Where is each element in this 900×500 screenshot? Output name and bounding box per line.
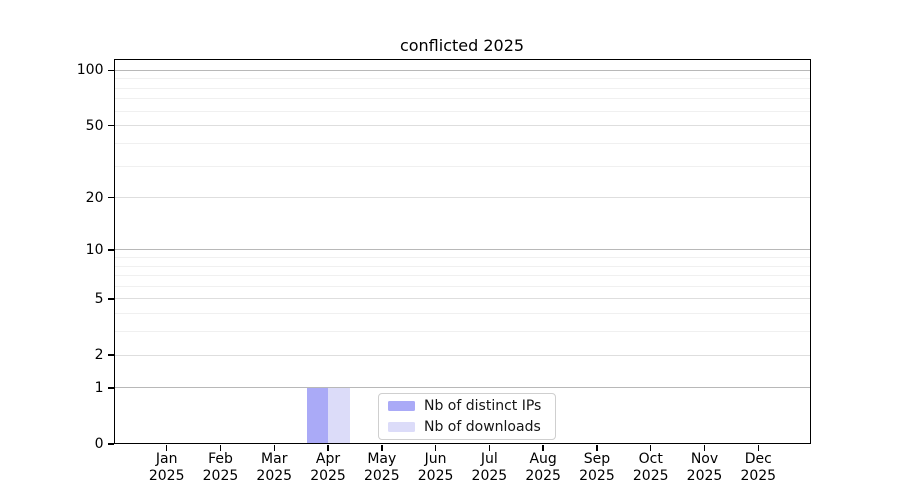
legend-item-distinct-ips: Nb of distinct IPs bbox=[388, 398, 555, 414]
y-tick-label: 0 bbox=[94, 436, 104, 452]
x-tick-month: Aug bbox=[529, 451, 557, 467]
legend-item-downloads: Nb of downloads bbox=[388, 419, 555, 435]
gridline-minor bbox=[113, 165, 811, 167]
plot-area bbox=[113, 58, 811, 444]
bar-downloads bbox=[328, 387, 350, 444]
x-tick-year: 2025 bbox=[525, 468, 561, 484]
x-tick-label: Feb 2025 bbox=[180, 451, 260, 485]
x-tick-label: Sep 2025 bbox=[557, 451, 637, 485]
x-tick-month: Jan bbox=[155, 451, 178, 467]
x-tick-month: Jun bbox=[424, 451, 447, 467]
x-tick-year: 2025 bbox=[471, 468, 508, 484]
x-tick-year: 2025 bbox=[256, 468, 293, 484]
x-tick bbox=[649, 445, 652, 451]
y-tick-label: 20 bbox=[85, 189, 104, 206]
y-tick bbox=[108, 298, 114, 300]
y-tick bbox=[108, 387, 114, 389]
x-tick-month: Feb bbox=[208, 451, 233, 467]
x-tick-year: 2025 bbox=[417, 468, 454, 484]
x-tick-month: Sep bbox=[583, 451, 611, 467]
gridline-minor bbox=[113, 275, 811, 277]
y-tick bbox=[108, 354, 114, 356]
y-tick-label: 5 bbox=[94, 290, 104, 307]
chart-title: conflicted 2025 bbox=[399, 36, 525, 55]
x-tick-month: Apr bbox=[315, 451, 341, 467]
x-tick-label: Apr 2025 bbox=[288, 451, 368, 485]
y-tick-label: 50 bbox=[85, 117, 104, 134]
gridline-mid bbox=[113, 298, 811, 300]
x-tick-year: 2025 bbox=[740, 468, 777, 484]
x-tick bbox=[165, 445, 168, 451]
gridline-mid bbox=[113, 197, 811, 199]
gridline-minor bbox=[113, 313, 811, 315]
y-tick bbox=[108, 249, 114, 251]
legend: Nb of distinct IPs Nb of downloads bbox=[378, 393, 556, 440]
x-tick bbox=[542, 445, 544, 451]
legend-label-distinct-ips: Nb of distinct IPs bbox=[424, 398, 542, 414]
x-tick bbox=[703, 445, 706, 451]
x-tick-label: Nov 2025 bbox=[665, 451, 745, 485]
x-tick-month: Jul bbox=[480, 451, 498, 467]
y-tick-label: 100 bbox=[76, 62, 104, 79]
x-tick-label: May 2025 bbox=[342, 451, 422, 485]
gridline-minor bbox=[113, 78, 811, 80]
x-tick-year: 2025 bbox=[310, 468, 346, 484]
x-tick bbox=[273, 445, 275, 451]
gridline-minor bbox=[113, 98, 811, 100]
x-tick-label: Oct 2025 bbox=[611, 451, 691, 485]
gridline-minor bbox=[113, 285, 811, 287]
legend-label-downloads: Nb of downloads bbox=[424, 419, 541, 435]
gridline-minor bbox=[113, 257, 811, 259]
legend-swatch-downloads-icon bbox=[388, 422, 415, 432]
x-tick-month: Mar bbox=[261, 451, 288, 467]
gridline-decade bbox=[113, 249, 811, 251]
x-tick bbox=[327, 445, 329, 451]
gridline-decade bbox=[113, 387, 811, 389]
x-tick bbox=[488, 445, 491, 451]
x-tick-label: Dec 2025 bbox=[718, 451, 798, 485]
y-tick bbox=[108, 443, 114, 445]
x-tick bbox=[596, 445, 598, 451]
y-tick-label: 1 bbox=[94, 379, 104, 396]
y-tick bbox=[108, 124, 114, 127]
gridline-decade bbox=[113, 69, 811, 71]
y-tick bbox=[108, 69, 114, 72]
gridline-minor bbox=[113, 265, 811, 267]
gridline-minor bbox=[113, 110, 811, 112]
x-tick-label: Jul 2025 bbox=[449, 451, 529, 485]
x-tick-month: May bbox=[367, 451, 397, 467]
y-tick-label: 2 bbox=[94, 347, 104, 364]
x-tick-month: Oct bbox=[638, 451, 663, 467]
gridline-minor bbox=[113, 331, 811, 333]
x-tick-month: Nov bbox=[690, 451, 719, 467]
y-tick bbox=[108, 196, 114, 199]
x-tick bbox=[219, 445, 222, 451]
x-tick bbox=[381, 445, 383, 451]
gridline-mid bbox=[113, 125, 811, 127]
gridline-mid bbox=[113, 354, 811, 356]
x-tick-month: Dec bbox=[744, 451, 772, 467]
x-tick-year: 2025 bbox=[202, 468, 239, 484]
x-tick-label: Jan 2025 bbox=[127, 451, 207, 485]
x-tick-year: 2025 bbox=[686, 468, 723, 484]
y-tick-label: 10 bbox=[85, 241, 104, 258]
bar-distinct-ips bbox=[306, 387, 329, 444]
x-tick-year: 2025 bbox=[363, 468, 400, 484]
x-tick-year: 2025 bbox=[148, 468, 185, 484]
x-tick-label: Aug 2025 bbox=[503, 451, 583, 485]
x-tick-year: 2025 bbox=[579, 468, 615, 484]
x-tick-label: Mar 2025 bbox=[234, 451, 314, 485]
gridline-minor bbox=[113, 87, 811, 89]
gridline-minor bbox=[113, 142, 811, 144]
x-tick bbox=[757, 445, 760, 451]
x-tick bbox=[434, 445, 437, 451]
x-tick-year: 2025 bbox=[632, 468, 669, 484]
legend-swatch-distinct-ips-icon bbox=[388, 401, 415, 411]
x-tick-label: Jun 2025 bbox=[396, 451, 476, 485]
